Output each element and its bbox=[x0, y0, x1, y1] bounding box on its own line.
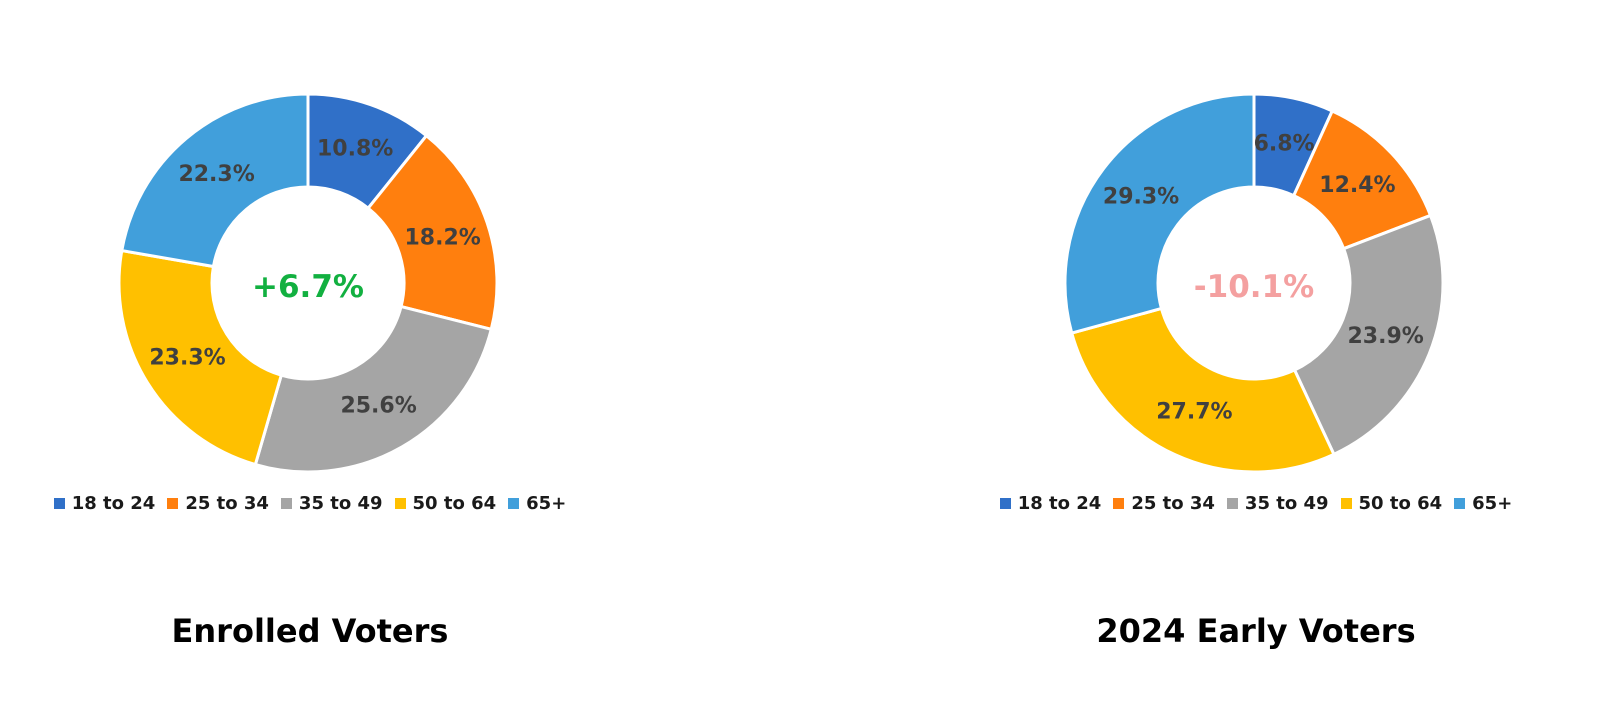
legend-swatch bbox=[1340, 498, 1352, 509]
slice-35-to-49 bbox=[253, 305, 493, 474]
legend-label: 25 to 34 bbox=[1131, 493, 1215, 514]
legend-swatch bbox=[394, 498, 406, 509]
data-label-50-to-64: 27.7% bbox=[1156, 399, 1232, 424]
early-voters-donut-chart: 6.8%12.4% 23.9% 27.7% 29.3% -10.1% bbox=[1063, 92, 1445, 474]
legend-swatch bbox=[1454, 498, 1466, 509]
legend-item-50-to-64: 50 to 64 bbox=[1340, 493, 1443, 514]
early-voters-panel: 6.8% 12.4% 23.9% 27.7% 29.3% -10.1% 18 to 24 2… bbox=[946, 0, 1566, 716]
slice-25-to-34 bbox=[366, 134, 499, 331]
enrolled-voters-panel: 10.8% 18.2% 25.6% 23.3% 22.3% +6.7% 18 to 24 2… bbox=[0, 0, 620, 716]
legend-label: 25 to 34 bbox=[185, 493, 269, 514]
legend-swatch bbox=[53, 498, 65, 509]
legend-item-18-to-24: 18 to 24 bbox=[999, 493, 1102, 514]
legend-swatch bbox=[280, 498, 292, 509]
center-change-label: -10.1% bbox=[1194, 269, 1314, 305]
legend-item-65: 65+ bbox=[1454, 493, 1512, 514]
legend-item-35-to-49: 35 to 49 bbox=[1226, 493, 1329, 514]
legend-label: 50 to 64 bbox=[1358, 493, 1443, 514]
enrolled-voters-legend: 18 to 24 25 to 34 35 to 49 50 to 64 65+ bbox=[0, 493, 620, 514]
legend-swatch bbox=[1113, 498, 1125, 509]
data-label-25-to-34: 18.2% bbox=[404, 225, 480, 250]
early-voters-legend: 18 to 24 25 to 34 35 to 49 50 to 64 65+ bbox=[946, 493, 1566, 514]
data-label-50-to-64: 23.3% bbox=[149, 346, 225, 371]
legend-swatch bbox=[1226, 498, 1238, 509]
slice-50-to-64 bbox=[1070, 306, 1336, 474]
legend-item-35-to-49: 35 to 49 bbox=[280, 493, 383, 514]
slice-35-to-49 bbox=[1293, 213, 1445, 456]
data-label-18-to-24: 6.8% bbox=[1254, 132, 1315, 157]
slice-65 bbox=[120, 92, 310, 269]
early-voters-title: 2024 Early Voters bbox=[1096, 612, 1416, 650]
slice-50-to-64 bbox=[117, 249, 283, 467]
legend-item-18-to-24: 18 to 24 bbox=[53, 493, 156, 514]
data-label-18-to-24: 10.8% bbox=[317, 137, 393, 162]
legend-label: 18 to 24 bbox=[71, 493, 156, 514]
legend-swatch bbox=[508, 498, 520, 509]
legend-item-65: 65+ bbox=[508, 493, 566, 514]
data-label-25-to-34: 12.4% bbox=[1319, 173, 1395, 198]
data-label-35-to-49: 25.6% bbox=[340, 394, 416, 419]
legend-item-25-to-34: 25 to 34 bbox=[167, 493, 269, 514]
data-label-65: 22.3% bbox=[178, 162, 254, 187]
legend-item-25-to-34: 25 to 34 bbox=[1113, 493, 1215, 514]
data-label-35-to-49: 23.9% bbox=[1347, 324, 1423, 349]
legend-label: 35 to 49 bbox=[298, 493, 383, 514]
legend-label: 50 to 64 bbox=[412, 493, 497, 514]
legend-label: 65+ bbox=[1472, 493, 1513, 514]
legend-swatch bbox=[167, 498, 179, 509]
legend-label: 65+ bbox=[526, 493, 567, 514]
legend-label: 18 to 24 bbox=[1017, 493, 1102, 514]
legend-item-50-to-64: 50 to 64 bbox=[394, 493, 497, 514]
legend-swatch bbox=[999, 498, 1011, 509]
data-label-65: 29.3% bbox=[1103, 184, 1179, 209]
legend-label: 35 to 49 bbox=[1244, 493, 1329, 514]
center-change-label: +6.7% bbox=[252, 269, 364, 305]
enrolled-voters-title: Enrolled Voters bbox=[171, 612, 449, 650]
enrolled-voters-donut-chart: 10.8% 18.2% 25.6% 23.3% 22.3% +6.7% bbox=[117, 92, 499, 474]
slice-65 bbox=[1063, 92, 1256, 335]
